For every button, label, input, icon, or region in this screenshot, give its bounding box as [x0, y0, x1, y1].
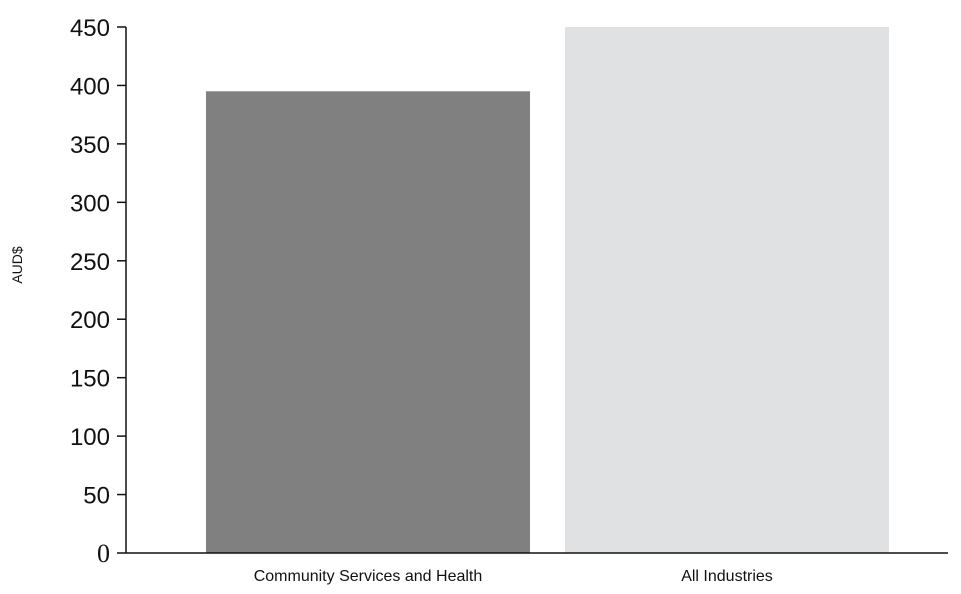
x-category-label: Community Services and Health: [254, 568, 483, 585]
y-tick-label: 250: [70, 249, 110, 276]
y-tick-label: 400: [70, 73, 110, 100]
y-axis-title: AUD$: [9, 246, 25, 284]
bar-2: [565, 27, 889, 553]
y-tick-label: 50: [83, 483, 110, 510]
y-tick-label: 350: [70, 132, 110, 159]
x-axis: Community Services and Health All Industr…: [126, 552, 948, 585]
y-tick-label: 450: [70, 15, 110, 42]
y-tick-label: 150: [70, 366, 110, 393]
bars: [206, 27, 889, 554]
y-axis: 0 50 100 150 200 250 300 350 400 450: [70, 15, 127, 568]
y-tick-label: 300: [70, 190, 110, 217]
x-category-label: All Industries: [681, 568, 773, 585]
y-tick-label: 200: [70, 307, 110, 334]
bar-1: [206, 91, 530, 554]
y-tick-label: 0: [97, 539, 110, 568]
y-tick-label: 100: [70, 424, 110, 451]
